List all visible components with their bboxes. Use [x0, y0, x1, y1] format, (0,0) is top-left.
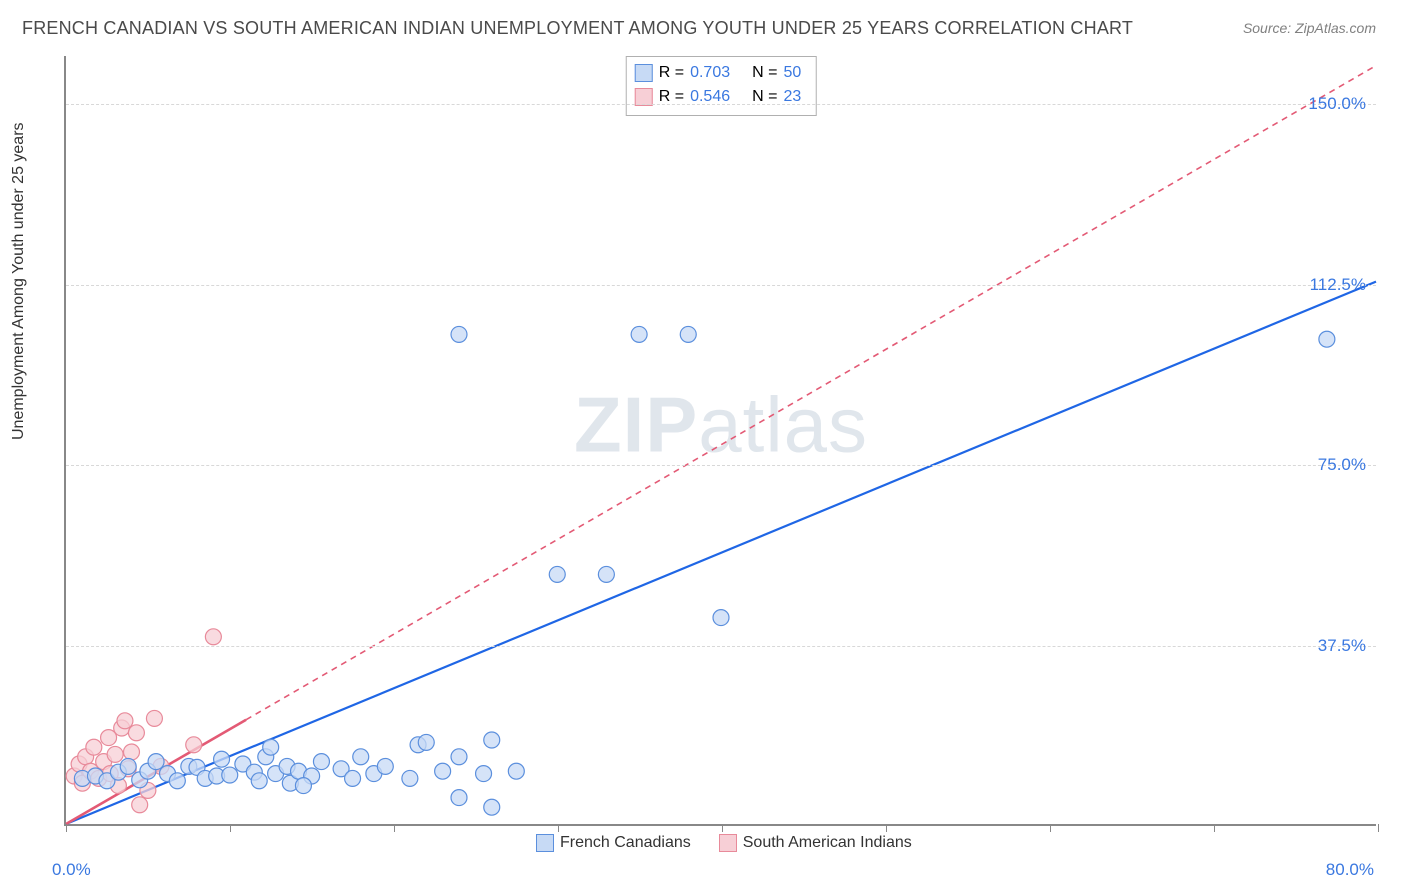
swatch-french — [635, 64, 653, 82]
data-point-french_canadians — [476, 766, 492, 782]
r-value-french: 0.703 — [690, 61, 730, 85]
n-value-french: 50 — [783, 61, 801, 85]
x-tick — [1050, 824, 1051, 832]
data-point-french_canadians — [713, 610, 729, 626]
x-tick — [558, 824, 559, 832]
y-axis-title: Unemployment Among Youth under 25 years — [10, 122, 28, 440]
data-point-french_canadians — [451, 790, 467, 806]
chart-svg — [66, 56, 1376, 824]
legend-row-french: R = 0.703 N = 50 — [635, 61, 802, 85]
data-point-french_canadians — [418, 734, 434, 750]
data-point-french_canadians — [214, 751, 230, 767]
data-point-french_canadians — [1319, 331, 1335, 347]
x-tick — [1214, 824, 1215, 832]
data-point-south_american_indians — [205, 629, 221, 645]
gridline — [66, 104, 1376, 105]
chart-title: FRENCH CANADIAN VS SOUTH AMERICAN INDIAN… — [22, 18, 1133, 39]
correlation-legend: R = 0.703 N = 50 R = 0.546 N = 23 — [626, 56, 817, 116]
y-tick-label: 112.5% — [1310, 275, 1366, 295]
data-point-french_canadians — [451, 749, 467, 765]
x-tick — [886, 824, 887, 832]
plot-area: ZIPatlas R = 0.703 N = 50 R = 0.546 N = … — [64, 56, 1376, 826]
y-tick-label: 150.0% — [1308, 94, 1366, 114]
data-point-french_canadians — [402, 770, 418, 786]
data-point-french_canadians — [169, 773, 185, 789]
data-point-french_canadians — [680, 326, 696, 342]
x-axis-min-label: 0.0% — [52, 860, 91, 880]
gridline — [66, 465, 1376, 466]
x-tick — [722, 824, 723, 832]
data-point-french_canadians — [377, 758, 393, 774]
data-point-french_canadians — [263, 739, 279, 755]
data-point-south_american_indians — [124, 744, 140, 760]
x-axis-max-label: 80.0% — [1326, 860, 1374, 880]
data-point-french_canadians — [345, 770, 361, 786]
legend-row-sai: R = 0.546 N = 23 — [635, 85, 802, 109]
x-tick — [230, 824, 231, 832]
trend-line-south_american_indians-dashed — [246, 66, 1376, 720]
x-tick — [66, 824, 67, 832]
data-point-south_american_indians — [86, 739, 102, 755]
data-point-french_canadians — [484, 799, 500, 815]
y-tick-label: 37.5% — [1318, 636, 1366, 656]
data-point-south_american_indians — [117, 713, 133, 729]
data-point-french_canadians — [598, 566, 614, 582]
gridline — [66, 646, 1376, 647]
legend-label-sai: South American Indians — [743, 834, 912, 852]
data-point-french_canadians — [120, 758, 136, 774]
legend-item-sai: South American Indians — [719, 834, 912, 852]
r-value-sai: 0.546 — [690, 85, 730, 109]
legend-label-french: French Canadians — [560, 834, 691, 852]
data-point-french_canadians — [508, 763, 524, 779]
trend-line-french_canadians — [66, 282, 1376, 824]
data-point-south_american_indians — [128, 725, 144, 741]
data-point-french_canadians — [484, 732, 500, 748]
data-point-french_canadians — [295, 778, 311, 794]
data-point-french_canadians — [148, 754, 164, 770]
source-attribution: Source: ZipAtlas.com — [1243, 20, 1376, 36]
data-point-french_canadians — [549, 566, 565, 582]
x-tick — [1378, 824, 1379, 832]
swatch-french-2 — [536, 834, 554, 852]
data-point-french_canadians — [313, 754, 329, 770]
r-label-french: R = — [659, 61, 684, 85]
data-point-south_american_indians — [132, 797, 148, 813]
gridline — [66, 285, 1376, 286]
data-point-french_canadians — [451, 326, 467, 342]
data-point-french_canadians — [222, 767, 238, 783]
data-point-french_canadians — [435, 763, 451, 779]
n-label-sai: N = — [752, 85, 777, 109]
r-label-sai: R = — [659, 85, 684, 109]
data-point-french_canadians — [353, 749, 369, 765]
data-point-french_canadians — [251, 773, 267, 789]
n-label-french: N = — [752, 61, 777, 85]
data-point-french_canadians — [631, 326, 647, 342]
series-legend: French Canadians South American Indians — [536, 834, 912, 852]
legend-item-french: French Canadians — [536, 834, 691, 852]
x-tick — [394, 824, 395, 832]
data-point-south_american_indians — [146, 710, 162, 726]
data-point-south_american_indians — [186, 737, 202, 753]
y-tick-label: 75.0% — [1318, 455, 1366, 475]
n-value-sai: 23 — [783, 85, 801, 109]
data-point-south_american_indians — [107, 746, 123, 762]
swatch-sai-2 — [719, 834, 737, 852]
